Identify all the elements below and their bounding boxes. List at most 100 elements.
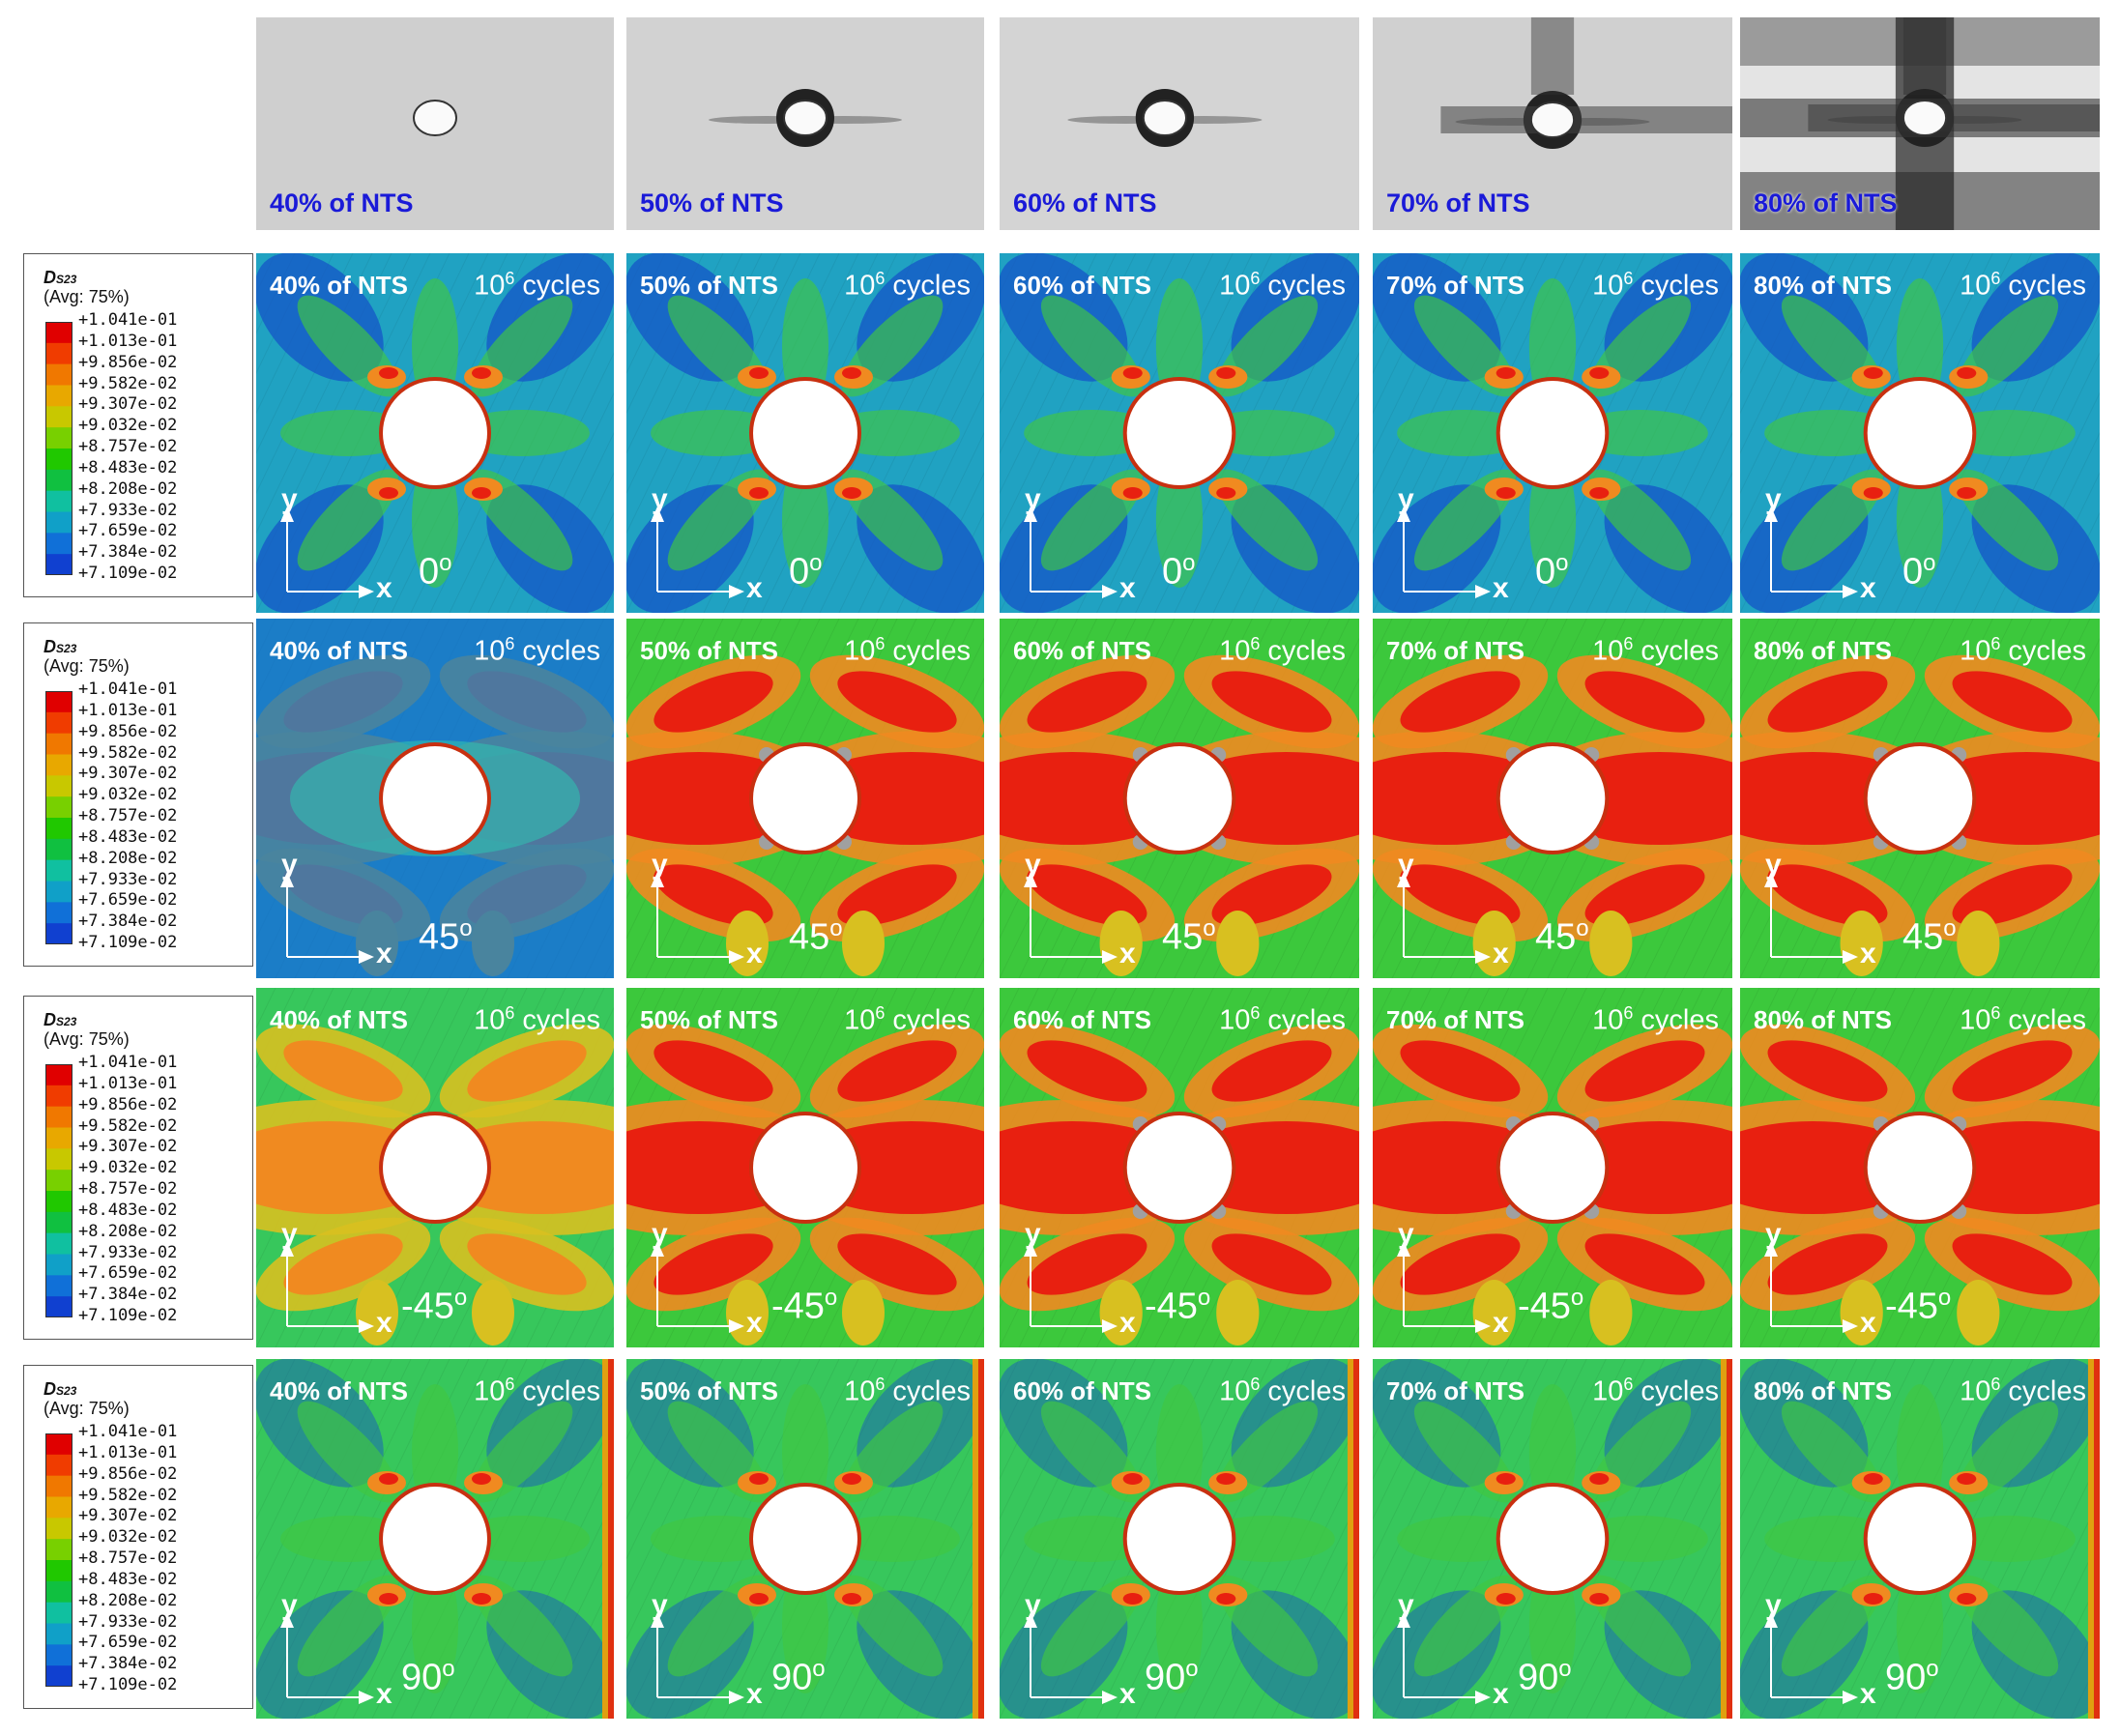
legend-value: +7.933e-02 [78,1242,178,1262]
axis-y-label: y [1398,1589,1414,1621]
legend-swatch [45,859,73,882]
axis-y-label: y [281,849,298,881]
panel-angle-label: -45o [1885,1285,1952,1327]
axis-x-label: x [1860,1307,1876,1339]
panel-angle-label: 90o [1145,1656,1199,1698]
panel-load-label: 70% of NTS [1386,636,1525,665]
legend-swatch [45,1148,73,1171]
contour-panel: 40% of NTS 106 cycles y x -45o [256,988,614,1347]
panel-angle-label: 0o [1902,550,1936,593]
panel-angle-label: 45o [419,915,473,958]
contour-plot [1000,619,1359,978]
legend-color-bar [45,691,73,945]
legend-swatch [45,1580,73,1604]
contour-plot [1740,988,2100,1347]
legend-swatch [45,490,73,512]
axis-y-label: y [1765,1218,1782,1250]
legend-averaging: (Avg: 75%) [44,1399,130,1418]
contour-panel: 80% of NTS 106 cycles y x 0o [1740,253,2100,613]
legend-swatch [45,363,73,386]
legend-value: +8.483e-02 [78,826,178,847]
contour-panel: 70% of NTS 106 cycles y x 45o [1373,619,1732,978]
legend-variable: DS23 [44,268,77,287]
legend-value: +8.757e-02 [78,1179,178,1199]
contour-plot [1740,253,2100,613]
legend-swatch [45,511,73,534]
axis-x-label: x [1493,938,1509,969]
legend-value: +7.109e-02 [78,1675,178,1694]
panel-load-label: 40% of NTS [270,1005,409,1034]
contour-panel: 50% of NTS 106 cycles y x 45o [626,619,984,978]
axis-y-label: y [281,483,298,515]
contour-panel: 40% of NTS 106 cycles y x 45o [256,619,614,978]
axis-y-label: y [652,1218,668,1250]
contour-legend-1: DS23 (Avg: 75%) +1.041e-01 +1.013e-01 +9.856… [23,253,253,597]
legend-swatch [45,533,73,555]
axis-y-label: y [1765,483,1782,515]
legend-value: +9.856e-02 [78,1094,178,1114]
legend-value: +8.208e-02 [78,1221,178,1241]
axis-y-label: y [1025,483,1041,515]
panel-cycles-label: 106 cycles [1592,634,1719,667]
axis-y-label: y [1025,1218,1041,1250]
photo-load-label: 40% of NTS [270,188,414,217]
axis-x-label: x [1493,1678,1509,1710]
legend-value: +7.933e-02 [78,500,178,520]
panel-load-label: 70% of NTS [1386,271,1525,300]
panel-angle-label: -45o [1145,1285,1211,1327]
legend-averaging: (Avg: 75%) [44,656,130,676]
legend-variable: DS23 [44,1010,77,1029]
legend-value: +9.582e-02 [78,742,178,763]
legend-value: +1.041e-01 [78,1422,178,1441]
panel-cycles-label: 106 cycles [474,269,600,302]
contour-panel: 80% of NTS 106 cycles y x 90o [1740,1359,2100,1719]
panel-angle-label: -45o [1518,1285,1584,1327]
legend-swatch [45,733,73,755]
contour-plot [1373,988,1732,1347]
panel-load-label: 80% of NTS [1754,1005,1893,1034]
panel-load-label: 70% of NTS [1386,1005,1525,1034]
panel-cycles-label: 106 cycles [474,1003,600,1036]
contour-panel: 50% of NTS 106 cycles y x 0o [626,253,984,613]
axis-x-label: x [376,572,392,604]
legend-swatch [45,1518,73,1540]
legend-swatch [45,1602,73,1624]
contour-panel: 80% of NTS 106 cycles y x -45o [1740,988,2100,1347]
panel-cycles-label: 106 cycles [1219,269,1346,302]
panel-load-label: 40% of NTS [270,1376,409,1405]
legend-value: +9.582e-02 [78,373,178,393]
axis-x-label: x [1119,1307,1136,1339]
axis-x-label: x [1493,1307,1509,1339]
axis-x-label: x [1860,1678,1876,1710]
legend-color-bar [45,1064,73,1318]
contour-panel: 50% of NTS 106 cycles y x -45o [626,988,984,1347]
legend-swatch [45,1232,73,1255]
legend-value: +9.856e-02 [78,721,178,741]
legend-swatch [45,711,73,735]
legend-value: +8.483e-02 [78,1200,178,1220]
contour-legend-3: DS23 (Avg: 75%) +1.041e-01 +1.013e-01 +9.856… [23,996,253,1340]
legend-swatch [45,796,73,819]
panel-load-label: 40% of NTS [270,636,409,665]
legend-value: +7.109e-02 [78,933,178,952]
axis-y-label: y [281,1218,298,1250]
axis-x-label: x [1493,572,1509,604]
panel-load-label: 60% of NTS [1013,271,1152,300]
legend-value: +9.032e-02 [78,416,178,436]
legend-swatch [45,881,73,903]
axis-x-label: x [746,938,763,969]
legend-value: +8.757e-02 [78,1548,178,1568]
legend-value: +1.041e-01 [78,1053,178,1072]
legend-value: +8.757e-02 [78,806,178,825]
legend-value: +7.109e-02 [78,564,178,583]
legend-swatch [45,406,73,428]
specimen-photo-5: 80% of NTS [1740,17,2100,230]
